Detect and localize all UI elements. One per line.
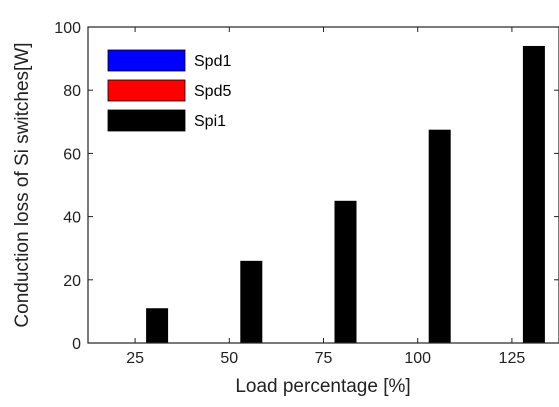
y-tick-label: 80 [63, 83, 81, 100]
plot-area [88, 27, 559, 343]
legend-swatch [107, 49, 186, 72]
x-tick-label: 75 [315, 350, 333, 367]
y-axis-title: Conduction loss of Si switches[W] [12, 42, 33, 327]
x-axis: 25 50 75 100 125 [126, 27, 525, 367]
bar-spi1 [146, 308, 169, 343]
y-tick-label: 40 [63, 210, 81, 227]
y-tick-label: 60 [63, 146, 81, 163]
bar-spi1 [522, 45, 545, 344]
y-tick-label: 20 [63, 273, 81, 290]
bar-spi1 [334, 200, 357, 343]
y-tick-label: 100 [54, 20, 81, 37]
legend-label: Spd1 [194, 53, 231, 70]
legend-swatch [107, 109, 186, 132]
y-tick-label: 0 [72, 336, 81, 353]
x-axis-title: Load percentage [%] [235, 376, 410, 397]
x-tick-label: 100 [404, 350, 431, 367]
bars-group [146, 45, 545, 344]
bar-spi1 [428, 129, 451, 343]
x-tick-label: 50 [220, 350, 238, 367]
bar-spi1 [240, 260, 263, 343]
legend: Spd1 Spd5 Spi1 [107, 49, 231, 132]
x-tick-label: 25 [126, 350, 144, 367]
y-axis: 0 20 40 60 80 100 [54, 20, 559, 353]
legend-swatch [107, 79, 186, 102]
legend-label: Spi1 [194, 113, 226, 130]
legend-label: Spd5 [194, 83, 231, 100]
x-tick-label: 125 [499, 350, 526, 367]
